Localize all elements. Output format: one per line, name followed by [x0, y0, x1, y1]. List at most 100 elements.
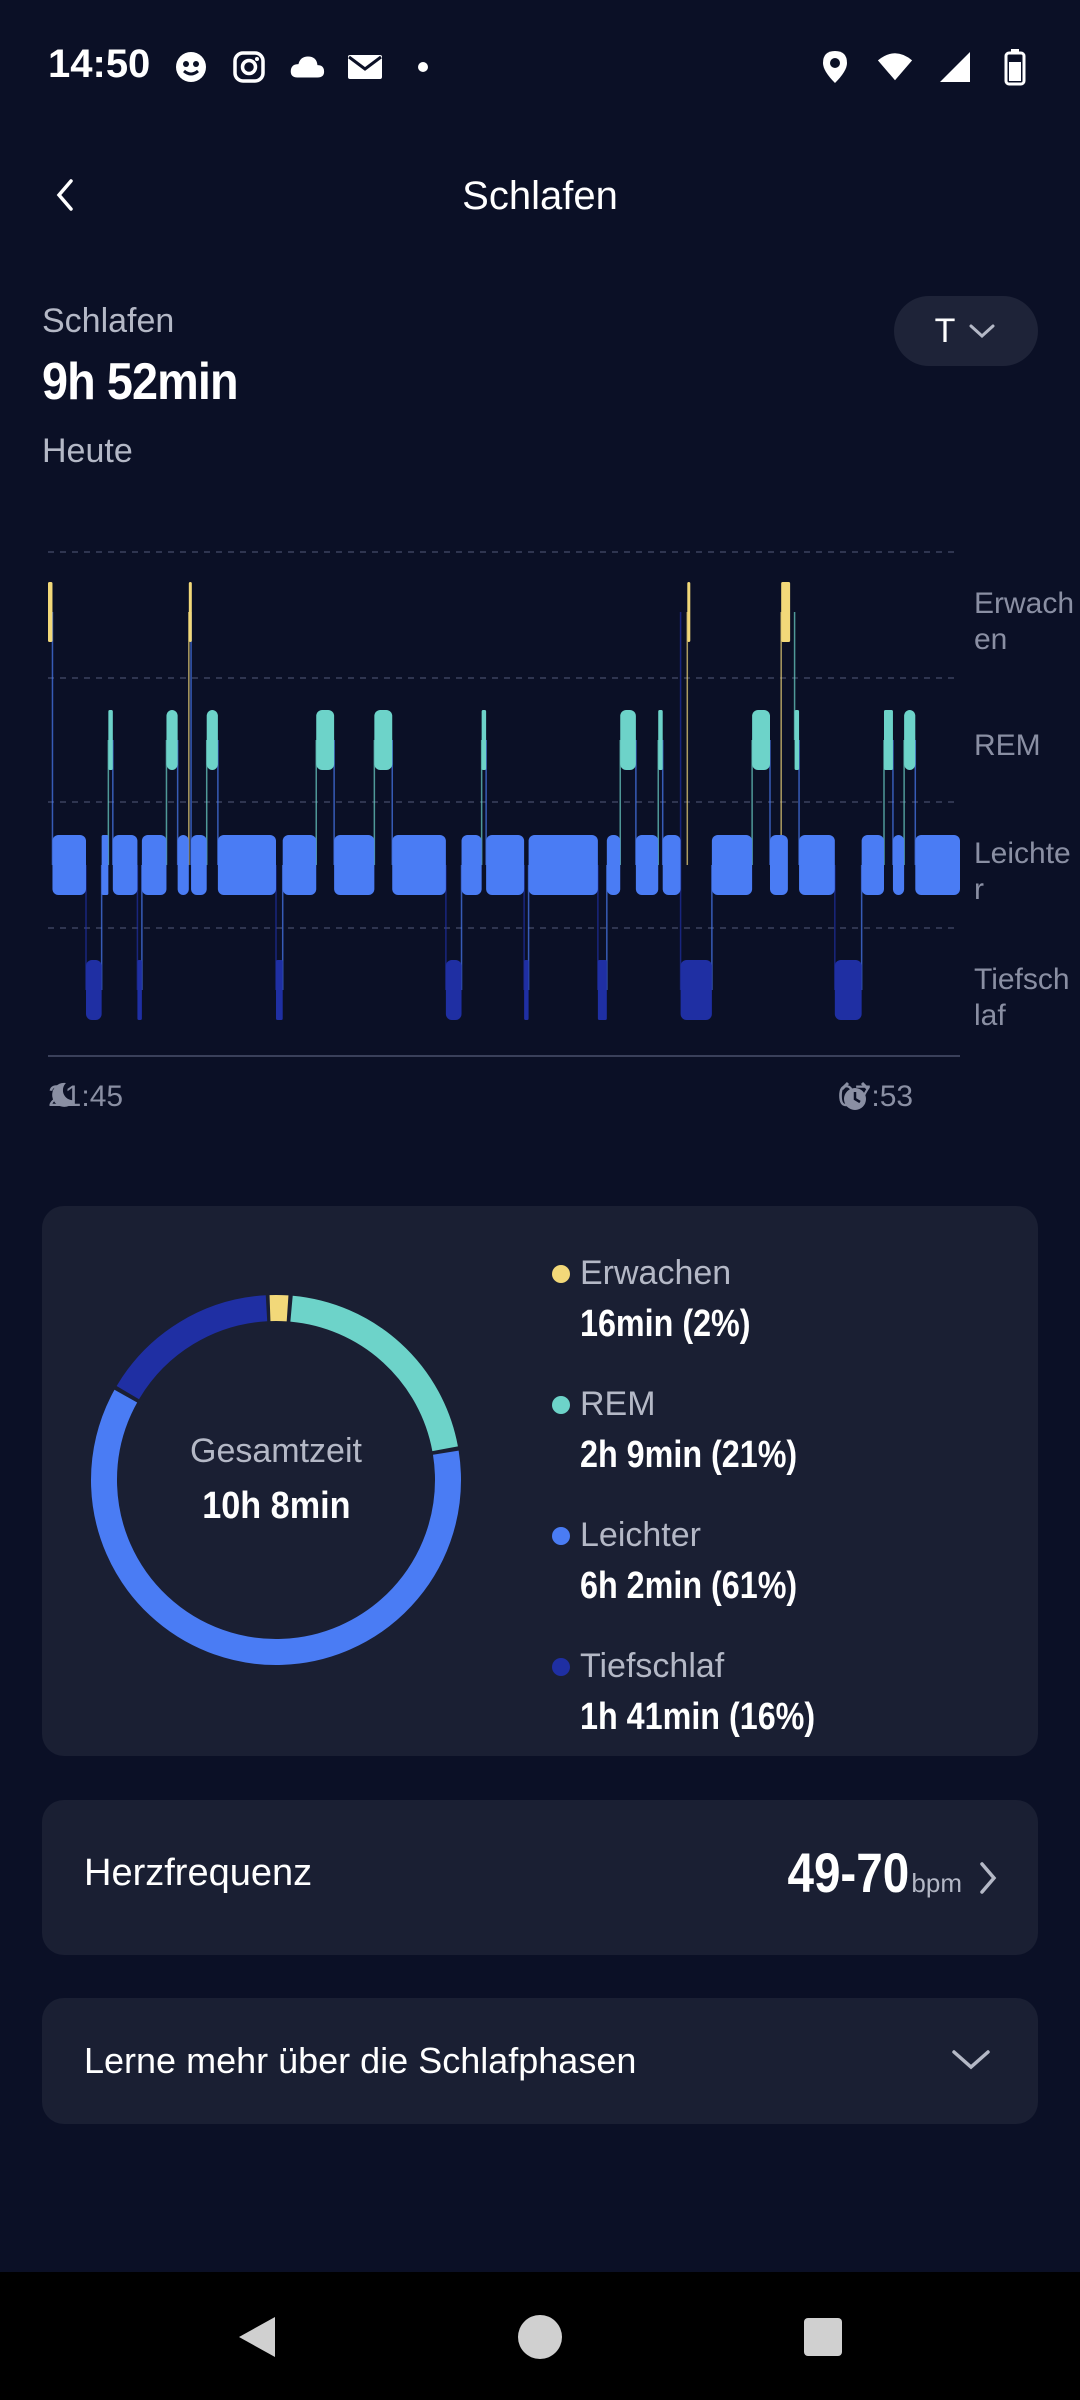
signal-icon	[936, 48, 974, 86]
legend-value: 2h 9min (21%)	[580, 1434, 798, 1476]
stage-segment-rem	[884, 710, 893, 770]
status-time: 14:50	[48, 42, 151, 86]
wifi-icon	[876, 48, 914, 86]
chevron-down-icon	[952, 2050, 990, 2070]
sleep-label: Schlafen	[42, 302, 175, 340]
stage-label-rem: REM	[974, 729, 1041, 762]
nav-recents-button[interactable]	[788, 2302, 858, 2372]
legend-name: Tiefschlaf	[580, 1647, 725, 1685]
end-time: 07:53	[838, 1080, 913, 1114]
app-bar: Schlafen	[0, 150, 1080, 240]
legend-item-light: Leichter 6h 2min (61%)	[552, 1516, 1012, 1647]
total-value: 10h 8min	[201, 1485, 351, 1527]
stage-segment-leichter	[528, 835, 598, 895]
stage-label-deep: Tiefsch laf	[974, 963, 1070, 1032]
nav-back-button[interactable]	[222, 2302, 292, 2372]
stage-segment-leichter	[334, 835, 375, 895]
nav-home-button[interactable]	[505, 2302, 575, 2372]
mail-icon	[346, 48, 384, 86]
legend-name: REM	[580, 1385, 656, 1423]
stage-segment-rem	[904, 710, 916, 770]
hypnogram-svg	[48, 551, 960, 1057]
donut-svg	[90, 1295, 461, 1665]
stage-segment-leichter	[915, 835, 960, 895]
period-label: T	[934, 311, 956, 350]
stage-segment-rem	[481, 710, 487, 770]
period-dropdown[interactable]: T	[894, 296, 1038, 366]
moon-icon	[52, 1082, 75, 1107]
dot-icon	[404, 48, 442, 86]
legend-value: 1h 41min (16%)	[580, 1696, 816, 1738]
stage-segment-rem	[658, 710, 663, 770]
deep-dot-icon	[552, 1657, 570, 1676]
stage-segment-leichter	[711, 835, 753, 895]
heart-rate-unit: bpm	[911, 1868, 962, 1898]
total-label: Gesamtzeit	[190, 1432, 362, 1470]
heart-rate-value: 49-70 bpm	[766, 1840, 962, 1905]
stage-segment-leichter	[486, 835, 525, 895]
stage-segment-leichter	[606, 835, 621, 895]
system-nav-bar	[0, 2272, 1080, 2400]
light-dot-icon	[552, 1526, 570, 1545]
triangle-back-icon	[239, 2317, 275, 2357]
legend-value: 6h 2min (61%)	[580, 1565, 798, 1607]
stage-segment-tiefschlaf	[680, 960, 712, 1020]
stage-segment-leichter	[392, 835, 446, 895]
stage-label-awake: Erwach en	[974, 587, 1075, 656]
legend-item-rem: REM 2h 9min (21%)	[552, 1385, 1012, 1516]
stage-segment-tiefschlaf	[86, 960, 102, 1020]
stage-segment-tiefschlaf	[137, 960, 142, 1020]
legend-item-deep: Tiefschlaf 1h 41min (16%)	[552, 1647, 1012, 1778]
stage-label-light: Leichte r	[974, 837, 1071, 906]
chevron-left-icon	[56, 179, 73, 211]
stage-segment-rem	[316, 710, 335, 770]
stage-segment-tiefschlaf	[597, 960, 607, 1020]
stage-segment-leichter	[635, 835, 659, 895]
back-button[interactable]	[40, 170, 90, 220]
stage-segment-tiefschlaf	[524, 960, 529, 1020]
face-app-icon	[172, 48, 210, 86]
heart-rate-number: 49-70	[787, 1841, 910, 1904]
chevron-right-icon	[980, 1862, 997, 1894]
heart-rate-row[interactable]: Herzfrequenz 49-70 bpm	[42, 1800, 1038, 1955]
stage-segment-rem	[374, 710, 393, 770]
instagram-icon	[230, 48, 268, 86]
stage-legend: Erwachen 16min (2%) REM 2h 9min (21%) Le…	[552, 1254, 1012, 1778]
stage-segment-erwachen	[687, 582, 691, 642]
donut-slice-leichter	[90, 1295, 461, 1665]
battery-icon	[996, 48, 1034, 86]
stage-segment-rem	[794, 710, 800, 770]
stage-segment-leichter	[112, 835, 138, 895]
rem-dot-icon	[552, 1395, 570, 1414]
stage-segment-erwachen	[781, 582, 791, 642]
stage-segment-leichter	[101, 835, 109, 895]
heart-rate-label: Herzfrequenz	[84, 1852, 313, 1894]
stage-segment-erwachen	[48, 582, 53, 642]
cloud-icon	[288, 48, 326, 86]
learn-more-row[interactable]: Lerne mehr über die Schlafphasen	[42, 1998, 1038, 2124]
stage-summary-card: Gesamtzeit 10h 8min Erwachen 16min (2%) …	[42, 1206, 1038, 1756]
stage-segment-tiefschlaf	[276, 960, 283, 1020]
stage-segment-leichter	[217, 835, 276, 895]
notification-icons	[172, 48, 442, 86]
donut-chart: Gesamtzeit 10h 8min	[86, 1290, 466, 1670]
stage-segment-leichter	[799, 835, 835, 895]
circle-home-icon	[518, 2315, 562, 2359]
stage-segment-leichter	[191, 835, 207, 895]
stage-segment-leichter	[52, 835, 86, 895]
stage-segment-erwachen	[188, 582, 192, 642]
status-bar: 14:50	[0, 0, 1080, 130]
stage-segment-leichter	[770, 835, 788, 895]
location-icon	[816, 48, 854, 86]
square-recents-icon	[804, 2318, 842, 2356]
stage-segment-rem	[752, 710, 770, 770]
stage-segment-rem	[108, 710, 113, 770]
learn-more-label: Lerne mehr über die Schlafphasen	[84, 2040, 637, 2081]
legend-value: 16min (2%)	[580, 1303, 751, 1345]
stage-segment-leichter	[282, 835, 317, 895]
stage-segment-leichter	[141, 835, 167, 895]
stage-segment-rem	[620, 710, 636, 770]
sleep-duration: 9h 52min	[42, 353, 239, 411]
legend-name: Erwachen	[580, 1254, 732, 1292]
stage-segment-leichter	[662, 835, 681, 895]
